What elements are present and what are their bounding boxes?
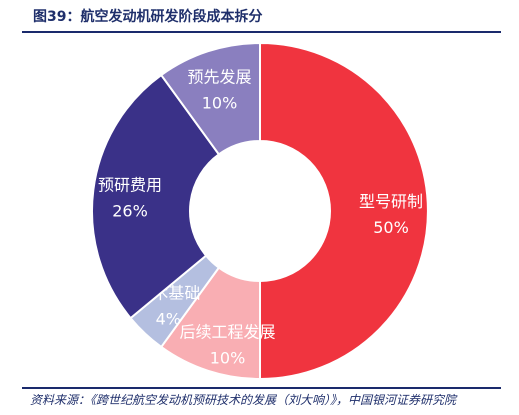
slice-category-label-0: 型号研制 (359, 192, 423, 211)
slice-category-label-3: 预研费用 (98, 176, 162, 195)
top-rule (22, 31, 501, 33)
slice-category-label-4: 预先发展 (188, 67, 252, 86)
slice-value-label-3: 26% (112, 202, 148, 221)
donut-chart: 型号研制 50% 后续工程发展 10% 技术基础 4% 预研费用 26% 预先发展 10% (0, 40, 519, 385)
source-note: 资料来源：《跨世纪航空发动机预研技术的发展（刘大响）》，中国银河证券研究院 (30, 393, 457, 407)
donut-slice-0 (259, 41, 429, 381)
bottom-rule (22, 387, 501, 389)
donut-slice-4 (159, 41, 261, 156)
donut-slice-3 (91, 73, 221, 320)
slice-category-label-1: 后续工程发展 (180, 323, 276, 342)
slice-value-label-1: 10% (210, 349, 246, 368)
slice-value-label-4: 10% (202, 93, 238, 112)
slice-value-label-2: 4% (156, 309, 181, 328)
slice-value-label-0: 50% (373, 218, 409, 237)
figure-title: 图39：航空发动机研发阶段成本拆分 (33, 9, 263, 25)
